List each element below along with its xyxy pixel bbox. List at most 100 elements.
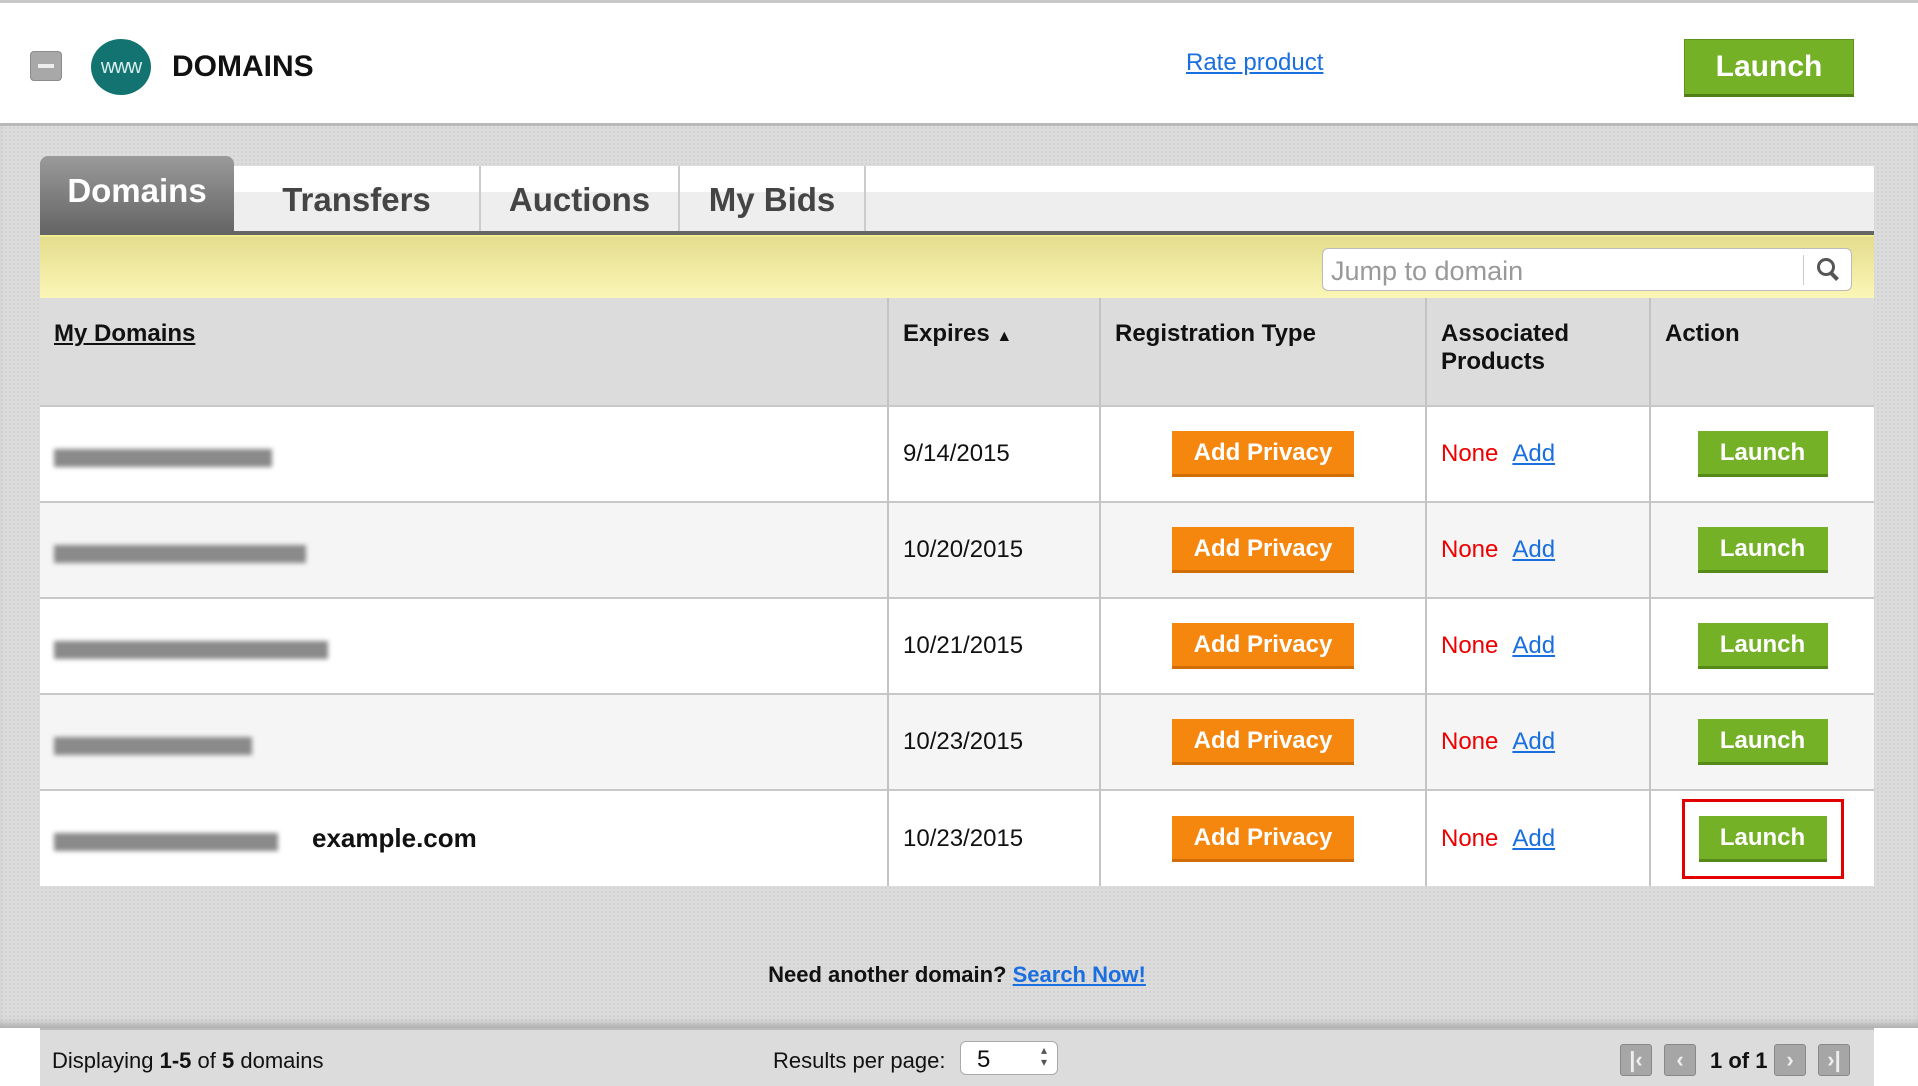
tab-transfers[interactable]: Transfers	[234, 166, 481, 231]
blurred-domain	[54, 640, 328, 659]
table-row: 9/14/2015 Add Privacy None Add Launch	[40, 405, 1874, 502]
add-privacy-button[interactable]: Add Privacy	[1172, 719, 1354, 765]
add-privacy-button[interactable]: Add Privacy	[1172, 623, 1354, 669]
blurred-domain	[54, 832, 278, 851]
products-none: None	[1441, 824, 1499, 852]
action-cell: Launch	[1649, 597, 1874, 694]
products-cell: None Add	[1425, 405, 1650, 502]
blurred-domain	[54, 544, 306, 563]
col-action: Action	[1649, 298, 1874, 406]
col-my-domains[interactable]: My Domains	[40, 298, 888, 406]
col-associated-products: Associated Products	[1425, 298, 1650, 406]
www-logo-icon: www	[91, 39, 151, 95]
search-prompt: Need another domain? Search Now!	[40, 962, 1874, 988]
displaying-of: of	[191, 1048, 222, 1073]
rate-product-link[interactable]: Rate product	[1186, 49, 1324, 76]
action-cell: Launch	[1649, 501, 1874, 598]
prev-page-icon[interactable]: ‹	[1664, 1044, 1696, 1076]
table-header: My Domains Expires ▲ Registration Type A…	[40, 298, 1874, 406]
tab-my-bids[interactable]: My Bids	[680, 166, 866, 231]
last-page-icon[interactable]: ›|	[1818, 1044, 1850, 1076]
first-page-icon[interactable]: |‹	[1620, 1044, 1652, 1076]
table-row: example.com 10/23/2015 Add Privacy None A…	[40, 789, 1874, 886]
tab-strip	[40, 166, 1874, 235]
add-privacy-button[interactable]: Add Privacy	[1172, 431, 1354, 477]
add-product-link[interactable]: Add	[1512, 632, 1556, 659]
displaying-prefix: Displaying	[52, 1048, 160, 1073]
my-domains-sort-link[interactable]: My Domains	[54, 320, 196, 347]
products-none: None	[1441, 632, 1499, 659]
search-bar: Jump to domain	[40, 235, 1874, 298]
next-page-icon[interactable]: ›	[1774, 1044, 1806, 1076]
displaying-count: Displaying 1-5 of 5 domains	[52, 1048, 324, 1074]
table-row: 10/23/2015 Add Privacy None Add Launch	[40, 693, 1874, 790]
search-now-link[interactable]: Search Now!	[1012, 962, 1146, 987]
app-header: www DOMAINS Rate product Launch	[0, 3, 1918, 123]
col-expires[interactable]: Expires ▲	[887, 298, 1100, 406]
launch-button-highlighted[interactable]: Launch	[1681, 798, 1844, 879]
launch-button-header[interactable]: Launch	[1684, 39, 1854, 97]
products-none: None	[1441, 536, 1499, 563]
page-title: DOMAINS	[172, 50, 314, 83]
registration-cell: Add Privacy	[1099, 405, 1426, 502]
registration-cell: Add Privacy	[1099, 693, 1426, 790]
displaying-suffix: domains	[234, 1048, 324, 1073]
page-indicator: 1 of 1	[1710, 1048, 1768, 1073]
add-product-link[interactable]: Add	[1512, 536, 1556, 563]
displaying-total: 5	[221, 1048, 235, 1073]
add-privacy-button[interactable]: Add Privacy	[1172, 815, 1354, 862]
add-product-link[interactable]: Add	[1512, 824, 1556, 852]
tab-auctions[interactable]: Auctions	[481, 166, 680, 231]
results-per-page-select[interactable]: 5	[960, 1041, 1058, 1075]
launch-button[interactable]: Launch	[1697, 623, 1828, 669]
products-none: None	[1441, 728, 1499, 755]
launch-button[interactable]: Launch	[1697, 431, 1828, 477]
registration-cell: Add Privacy	[1099, 501, 1426, 598]
expires-cell: 10/20/2015	[887, 501, 1100, 598]
blurred-domain	[54, 736, 252, 755]
products-cell: None Add	[1425, 789, 1650, 886]
products-cell: None Add	[1425, 597, 1650, 694]
domain-cell[interactable]	[40, 597, 888, 694]
products-none: None	[1441, 440, 1499, 467]
domain-annotation: example.com	[312, 823, 477, 853]
jump-to-domain-input[interactable]: Jump to domain	[1322, 248, 1852, 291]
table-row: 10/21/2015 Add Privacy None Add Launch	[40, 597, 1874, 694]
tab-bar: Domains Transfers Auctions My Bids	[40, 156, 1874, 235]
products-cell: None Add	[1425, 693, 1650, 790]
search-icon[interactable]	[1803, 255, 1851, 285]
expires-cell: 10/23/2015	[887, 789, 1100, 886]
registration-cell: Add Privacy	[1099, 597, 1426, 694]
sort-asc-icon: ▲	[996, 328, 1013, 345]
expires-cell: 10/21/2015	[887, 597, 1100, 694]
search-prompt-text: Need another domain?	[768, 962, 1007, 987]
tab-domains[interactable]: Domains	[40, 156, 234, 231]
products-cell: None Add	[1425, 501, 1650, 598]
action-cell: Launch	[1649, 693, 1874, 790]
expires-cell: 9/14/2015	[887, 405, 1100, 502]
domain-cell[interactable]: example.com	[40, 789, 888, 886]
expires-cell: 10/23/2015	[887, 693, 1100, 790]
search-placeholder: Jump to domain	[1331, 256, 1524, 286]
action-cell: Launch	[1649, 405, 1874, 502]
blurred-domain	[54, 448, 272, 467]
top-border	[0, 0, 1918, 3]
registration-cell: Add Privacy	[1099, 789, 1426, 886]
action-cell: Launch	[1649, 789, 1874, 886]
displaying-range: 1-5	[159, 1048, 192, 1073]
launch-button[interactable]: Launch	[1697, 527, 1828, 573]
domain-cell[interactable]	[40, 405, 888, 502]
launch-button[interactable]: Launch	[1697, 719, 1828, 765]
table-row: 10/20/2015 Add Privacy None Add Launch	[40, 501, 1874, 598]
results-per-page-label: Results per page:	[773, 1048, 946, 1073]
domain-cell[interactable]	[40, 693, 888, 790]
add-product-link[interactable]: Add	[1512, 440, 1556, 467]
domains-table: My Domains Expires ▲ Registration Type A…	[40, 298, 1874, 886]
add-privacy-button[interactable]: Add Privacy	[1172, 527, 1354, 573]
col-registration-type: Registration Type	[1099, 298, 1426, 406]
table-footer: Displaying 1-5 of 5 domains Results per …	[40, 1028, 1874, 1086]
collapse-icon[interactable]	[30, 51, 62, 81]
domain-cell[interactable]	[40, 501, 888, 598]
expires-label: Expires	[903, 320, 990, 347]
add-product-link[interactable]: Add	[1512, 728, 1556, 755]
